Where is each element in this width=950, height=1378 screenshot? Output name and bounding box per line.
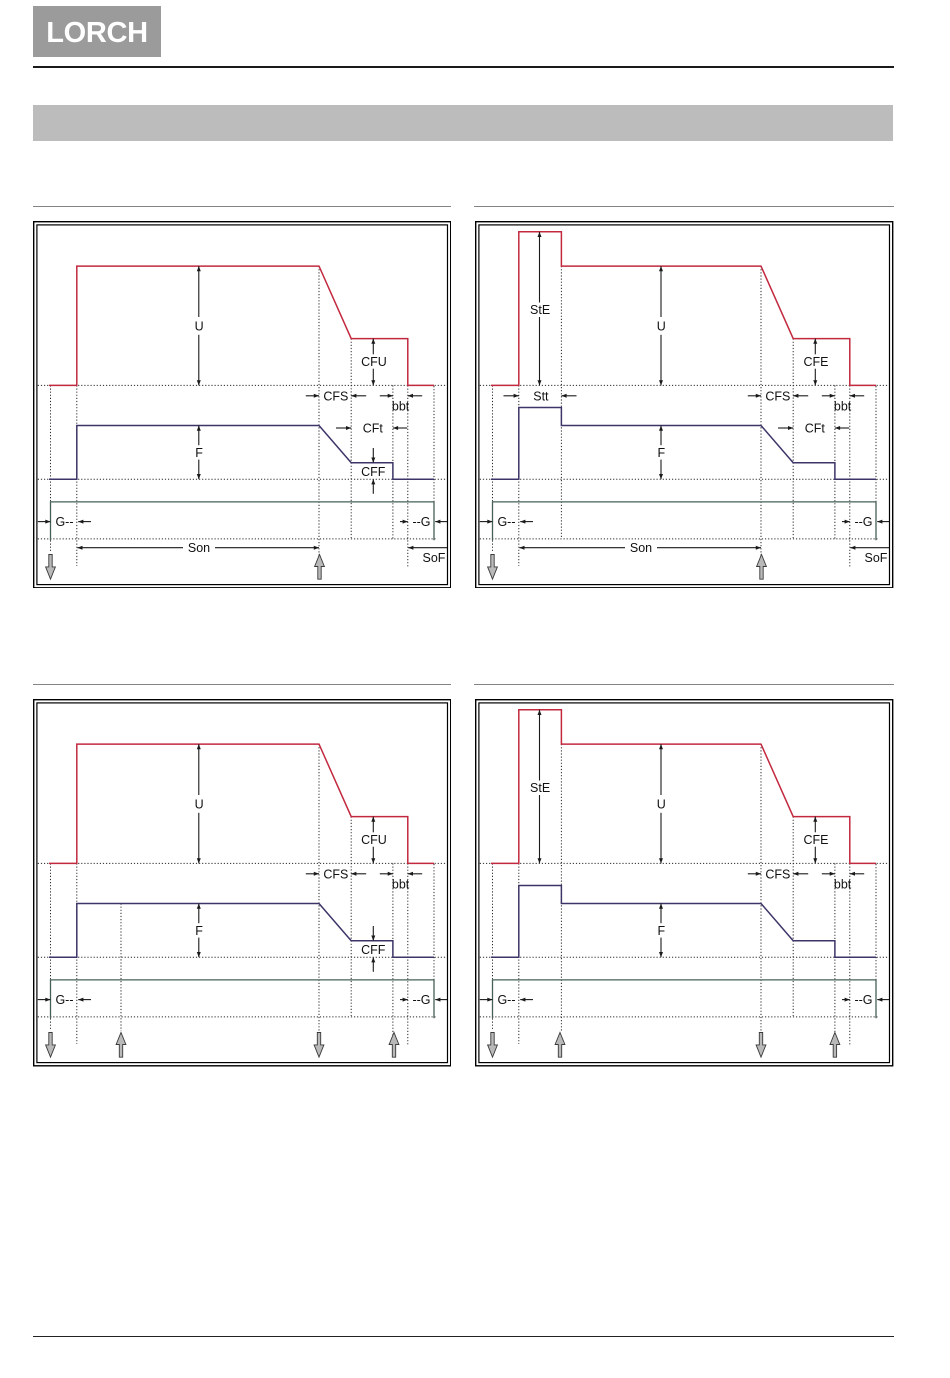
svg-text:CFF: CFF [361,943,386,957]
svg-text:SoF: SoF [422,551,445,565]
svg-text:U: U [657,319,666,333]
svg-text:CFt: CFt [805,421,826,435]
svg-text:--G: --G [855,993,873,1007]
svg-text:F: F [658,446,666,460]
svg-text:CFU: CFU [361,833,387,847]
svg-text:--G: --G [412,993,430,1007]
svg-text:F: F [195,924,203,938]
svg-text:--G: --G [412,515,430,529]
svg-text:CFS: CFS [323,867,348,881]
svg-text:CFS: CFS [766,389,791,403]
svg-text:G--: G-- [498,993,516,1007]
svg-text:G--: G-- [55,515,73,529]
svg-text:bbt: bbt [834,399,852,413]
svg-text:--G: --G [855,515,873,529]
svg-text:Son: Son [630,541,652,555]
svg-text:G--: G-- [55,993,73,1007]
svg-text:CFS: CFS [323,389,348,403]
svg-text:G--: G-- [498,515,516,529]
svg-text:U: U [194,319,203,333]
svg-text:F: F [658,924,666,938]
svg-text:SoF: SoF [865,551,888,565]
svg-text:Stt: Stt [534,389,550,403]
svg-text:Son: Son [187,541,209,555]
svg-text:CFF: CFF [361,465,386,479]
svg-text:CFt: CFt [362,421,383,435]
svg-text:bbt: bbt [391,878,409,892]
svg-text:StE: StE [530,303,550,317]
svg-text:bbt: bbt [834,878,852,892]
svg-text:bbt: bbt [391,399,409,413]
svg-text:CFS: CFS [766,867,791,881]
svg-text:CFE: CFE [804,833,829,847]
svg-text:U: U [194,797,203,811]
svg-text:CFE: CFE [804,355,829,369]
svg-text:U: U [657,797,666,811]
svg-text:StE: StE [530,781,550,795]
svg-text:F: F [195,446,203,460]
svg-text:CFU: CFU [361,355,387,369]
